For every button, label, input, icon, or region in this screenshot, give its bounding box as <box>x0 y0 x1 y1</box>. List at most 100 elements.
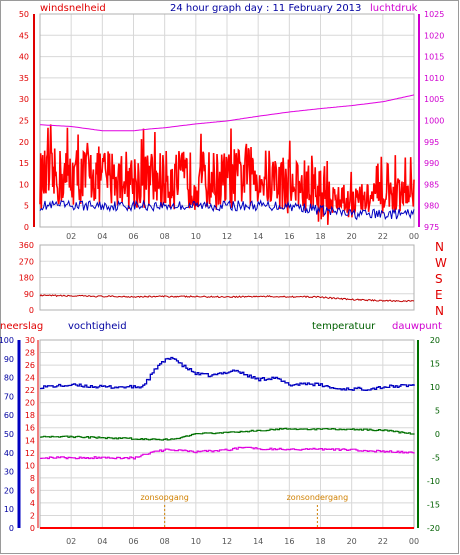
pressure-y-tick: 1020 <box>424 31 444 40</box>
climate-x-tick: 16 <box>284 537 294 546</box>
wind-x-tick: 14 <box>253 232 263 241</box>
temperatuur-y-tick: 5 <box>435 407 440 416</box>
wind-x-tick: 20 <box>347 232 357 241</box>
wind-average-series <box>39 199 415 221</box>
direction-n-top: N <box>435 240 444 254</box>
pressure-y-tick: 1025 <box>424 10 444 19</box>
wind-x-tick: 04 <box>97 232 107 241</box>
wind-y-tick: 10 <box>19 180 29 189</box>
wind-y-tick: 30 <box>19 95 29 104</box>
temperatuur-series <box>40 427 415 441</box>
wind-direction-series <box>39 294 415 303</box>
climate-x-tick: 02 <box>66 537 76 546</box>
neerslag-y-tick: 12 <box>25 449 35 458</box>
vochtigheid-y-tick: 70 <box>4 392 14 401</box>
climate-panel-grid <box>40 339 415 529</box>
direction-y-tick: 0 <box>29 306 34 315</box>
neerslag-y-tick: 8 <box>30 474 35 483</box>
wind-y-tick: 45 <box>19 31 29 40</box>
wind-x-tick: 18 <box>315 232 325 241</box>
wind-y-tick: 15 <box>19 159 29 168</box>
neerslag-y-tick: 6 <box>30 486 35 495</box>
climate-x-tick: 12 <box>222 537 232 546</box>
vochtigheid-y-tick: 100 <box>0 336 14 345</box>
temperatuur-y-tick: -20 <box>427 524 440 533</box>
vochtigheid-y-tick: 20 <box>4 486 14 495</box>
wind-x-tick: 08 <box>160 232 170 241</box>
neerslag-y-tick: 20 <box>25 399 35 408</box>
direction-n-bottom: N <box>435 304 444 318</box>
vochtigheid-y-tick: 50 <box>4 430 14 439</box>
wind-x-tick: 06 <box>128 232 138 241</box>
temperatuur-y-tick: 0 <box>435 430 440 439</box>
pressure-y-tick: 1005 <box>424 95 444 104</box>
temperatuur-y-tick: 10 <box>430 383 440 392</box>
climate-x-tick: 18 <box>315 537 325 546</box>
wind-y-tick: 50 <box>19 10 29 19</box>
wind-y-tick: 40 <box>19 53 29 62</box>
direction-y-tick: 180 <box>19 274 34 283</box>
vochtigheid-y-tick: 80 <box>4 374 14 383</box>
pressure-y-tick: 985 <box>424 180 439 189</box>
direction-w: W <box>435 256 447 270</box>
wind-y-tick: 0 <box>24 223 29 232</box>
neerslag-y-tick: 2 <box>30 511 35 520</box>
direction-panel-grid <box>40 244 415 311</box>
neerslag-y-tick: 30 <box>25 336 35 345</box>
temperatuur-label: temperatuur <box>312 321 376 332</box>
wind-y-tick: 20 <box>19 138 29 147</box>
windsnelheid-label: windsnelheid <box>40 3 106 14</box>
pressure-y-tick: 995 <box>424 138 439 147</box>
vochtigheid-series <box>40 356 415 391</box>
temperatuur-y-tick: -15 <box>427 501 440 510</box>
pressure-y-tick: 1015 <box>424 53 444 62</box>
wind-y-tick: 35 <box>19 74 29 83</box>
vochtigheid-y-tick: 60 <box>4 411 14 420</box>
wind-y-tick: 5 <box>24 202 29 211</box>
climate-x-tick: 06 <box>128 537 138 546</box>
direction-e: E <box>435 288 443 302</box>
vochtigheid-y-tick: 30 <box>4 468 14 477</box>
wind-y-tick: 25 <box>19 117 29 126</box>
vochtigheid-label: vochtigheid <box>68 321 127 332</box>
vochtigheid-y-tick: 0 <box>9 524 14 533</box>
wind-x-tick: 12 <box>222 232 232 241</box>
vochtigheid-y-tick: 10 <box>4 505 14 514</box>
wind-x-tick: 02 <box>66 232 76 241</box>
pressure-y-tick: 1000 <box>424 117 444 126</box>
neerslag-y-tick: 22 <box>25 386 35 395</box>
direction-panel-border <box>39 244 415 311</box>
wind-x-tick: 16 <box>284 232 294 241</box>
luchtdruk-label: luchtdruk <box>370 3 418 14</box>
direction-y-tick: 90 <box>24 290 34 299</box>
neerslag-y-tick: 0 <box>30 524 35 533</box>
pressure-y-tick: 980 <box>424 202 439 211</box>
temperatuur-y-tick: 15 <box>430 360 440 369</box>
climate-x-tick: 14 <box>253 537 263 546</box>
climate-x-tick: 08 <box>160 537 170 546</box>
wind-x-tick: 22 <box>378 232 388 241</box>
neerslag-y-tick: 16 <box>25 424 35 433</box>
dauwpunt-label: dauwpunt <box>392 321 442 332</box>
pressure-y-tick: 990 <box>424 159 439 168</box>
neerslag-label: neerslag <box>0 321 43 332</box>
climate-x-tick: 10 <box>191 537 201 546</box>
direction-y-tick: 270 <box>19 257 34 266</box>
wind-x-tick: 10 <box>191 232 201 241</box>
pressure-y-tick: 975 <box>424 223 439 232</box>
neerslag-y-tick: 14 <box>25 436 35 445</box>
neerslag-y-tick: 18 <box>25 411 35 420</box>
vochtigheid-y-tick: 90 <box>4 355 14 364</box>
climate-x-tick: 00 <box>409 537 419 546</box>
temperatuur-y-tick: 20 <box>430 336 440 345</box>
vochtigheid-y-tick: 40 <box>4 449 14 458</box>
wind-panel-border <box>39 13 415 228</box>
direction-s: S <box>435 272 443 286</box>
wind-x-tick: 00 <box>409 232 419 241</box>
sunset-label: zonsondergang <box>287 493 349 502</box>
pressure-y-tick: 1010 <box>424 74 444 83</box>
windsnelheid-series <box>39 124 415 225</box>
climate-x-tick: 22 <box>378 537 388 546</box>
